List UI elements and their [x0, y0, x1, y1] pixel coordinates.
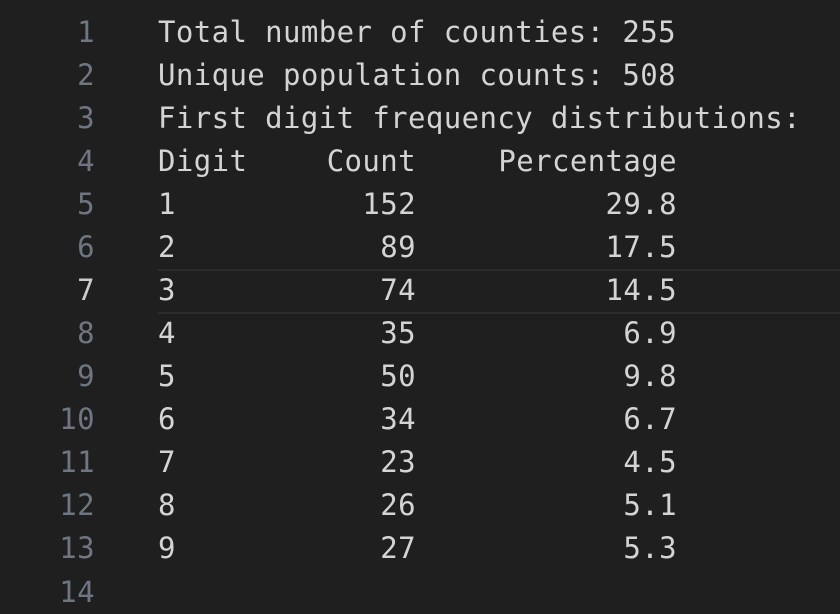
editor-line[interactable]: 5 1 152 29.8 [0, 183, 840, 226]
row-digit: 7 [158, 445, 176, 479]
row-digit: 1 [158, 187, 176, 221]
table-header-count: Count [326, 144, 416, 178]
line-number: 11 [59, 445, 95, 479]
line-number: 1 [77, 15, 95, 49]
row-percentage: 6.7 [623, 402, 677, 436]
line-number: 10 [59, 402, 95, 436]
editor-line[interactable]: 14 [0, 571, 840, 614]
line-text: Unique population counts: 508 [158, 58, 676, 92]
line-text: Total number of counties: 255 [158, 15, 676, 49]
row-percentage: 14.5 [605, 273, 677, 307]
editor-line[interactable]: 2 Unique population counts: 508 [0, 54, 840, 97]
table-header-percentage: Percentage [498, 144, 677, 178]
editor-line-current[interactable]: 7 3 74 14.5 [0, 269, 840, 314]
line-number: 4 [77, 144, 95, 178]
row-percentage: 6.9 [623, 316, 677, 350]
row-percentage: 17.5 [605, 230, 677, 264]
row-count: 35 [380, 316, 416, 350]
editor-line[interactable]: 13 9 27 5.3 [0, 527, 840, 570]
line-number: 9 [77, 359, 95, 393]
line-number: 2 [77, 58, 95, 92]
editor-line[interactable]: 4 Digit Count Percentage [0, 140, 840, 183]
current-line-highlight [158, 269, 840, 314]
line-text: First digit frequency distributions: [158, 101, 801, 135]
line-number: 7 [77, 273, 95, 307]
line-number: 14 [59, 575, 95, 609]
row-count: 89 [380, 230, 416, 264]
editor-line[interactable]: 9 5 50 9.8 [0, 355, 840, 398]
line-number: 5 [77, 187, 95, 221]
row-digit: 4 [158, 316, 176, 350]
editor-line[interactable]: 12 8 26 5.1 [0, 484, 840, 527]
editor-line[interactable]: 3 First digit frequency distributions: [0, 97, 840, 140]
row-digit: 5 [158, 359, 176, 393]
line-number: 6 [77, 230, 95, 264]
row-digit: 8 [158, 488, 176, 522]
line-number: 12 [59, 488, 95, 522]
row-digit: 3 [158, 273, 176, 307]
row-count: 23 [380, 445, 416, 479]
editor-line[interactable]: 10 6 34 6.7 [0, 398, 840, 441]
line-number: 3 [77, 101, 95, 135]
editor-line[interactable]: 8 4 35 6.9 [0, 312, 840, 355]
row-count: 152 [362, 187, 416, 221]
row-digit: 9 [158, 531, 176, 565]
row-count: 26 [380, 488, 416, 522]
table-header-digit: Digit [158, 144, 248, 178]
line-number: 13 [59, 531, 95, 565]
editor-line[interactable]: 1 Total number of counties: 255 [0, 11, 840, 54]
row-percentage: 9.8 [623, 359, 677, 393]
row-count: 27 [380, 531, 416, 565]
row-count: 34 [380, 402, 416, 436]
row-digit: 2 [158, 230, 176, 264]
row-percentage: 29.8 [605, 187, 677, 221]
editor-line[interactable]: 11 7 23 4.5 [0, 441, 840, 484]
row-percentage: 5.3 [623, 531, 677, 565]
row-digit: 6 [158, 402, 176, 436]
row-count: 50 [380, 359, 416, 393]
line-number: 8 [77, 316, 95, 350]
row-count: 74 [380, 273, 416, 307]
editor-line[interactable]: 6 2 89 17.5 [0, 226, 840, 269]
row-percentage: 5.1 [623, 488, 677, 522]
row-percentage: 4.5 [623, 445, 677, 479]
